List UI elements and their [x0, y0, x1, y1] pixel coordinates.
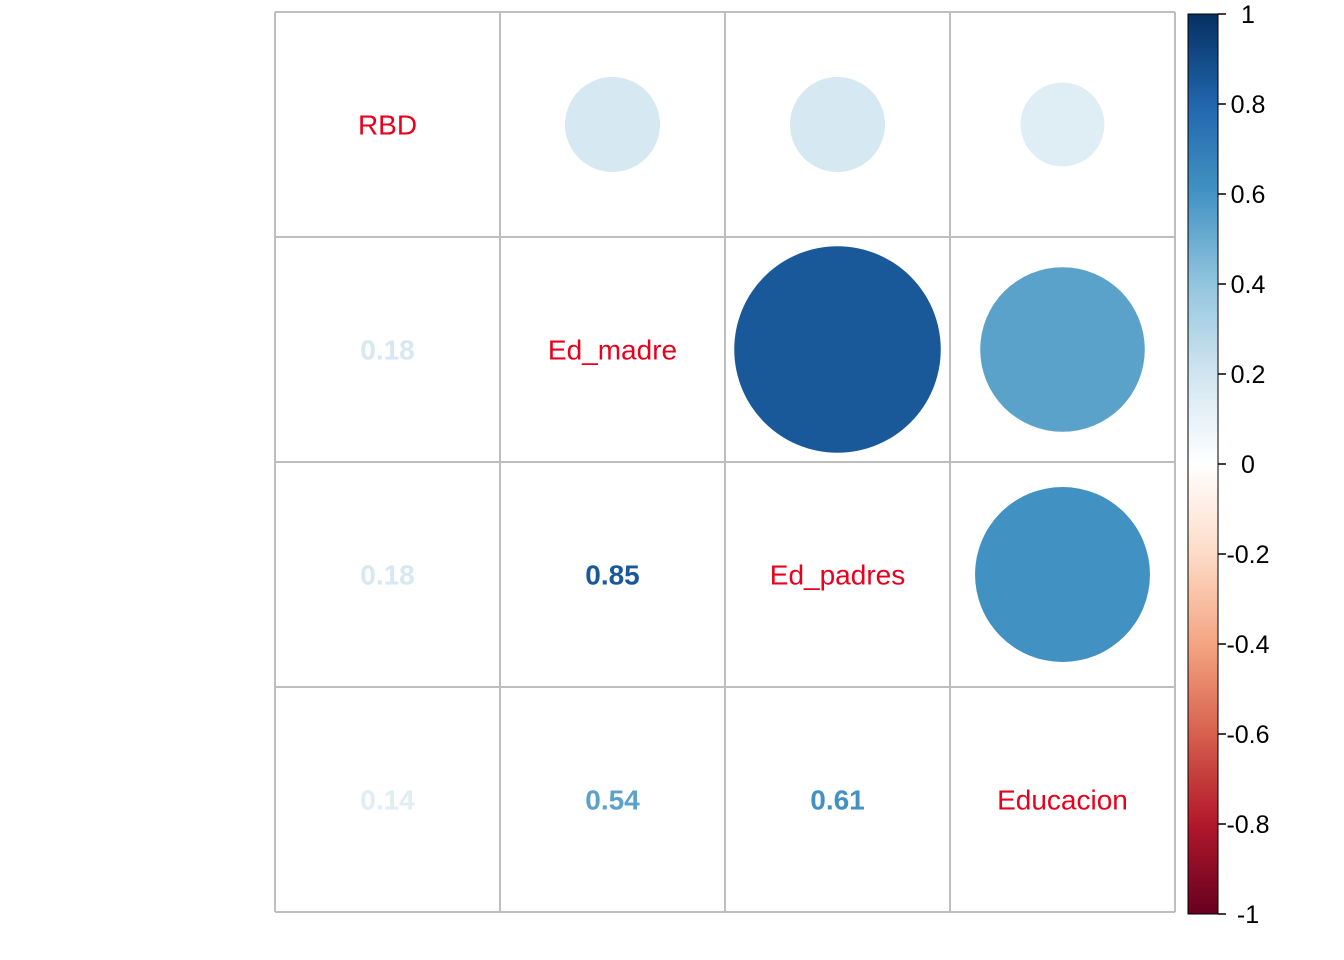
correlation-circle	[789, 76, 886, 173]
correlation-value: 0.18	[360, 560, 415, 591]
matrix-grid	[274, 11, 1176, 913]
correlation-circle	[1020, 82, 1105, 167]
colorbar-tick-label: 1	[1241, 1, 1255, 29]
colorbar-tick-label: -0.2	[1226, 541, 1269, 569]
colorbar-tick-label: -0.4	[1226, 631, 1269, 659]
correlation-circle	[975, 487, 1150, 662]
cell-2-2	[725, 462, 950, 687]
variable-label: Educacion	[997, 785, 1128, 816]
cell-3-2	[725, 687, 950, 912]
colorbar-tick-label: -1	[1237, 901, 1259, 929]
matrix-marks: RBD Ed_madre Ed_padres Educacion 0.18 0.18 0.8…	[358, 76, 1150, 816]
colorbar: 1 0.8 0.6 0.4 0.2 0 -0.2 -0.4 -0.6 -0.8 -1	[1187, 1, 1270, 929]
correlation-value: 0.61	[810, 785, 865, 816]
cell-3-1	[500, 687, 725, 912]
colorbar-tick-label: -0.8	[1226, 811, 1269, 839]
correlation-value: 0.14	[360, 785, 415, 816]
variable-label: Ed_madre	[548, 335, 677, 366]
correlation-value: 0.85	[585, 560, 640, 591]
cell-2-0	[275, 462, 500, 687]
cell-3-3	[950, 687, 1175, 912]
correlation-value: 0.54	[585, 785, 640, 816]
cell-0-0	[275, 12, 500, 237]
cell-3-0	[275, 687, 500, 912]
correlation-circle	[734, 246, 941, 453]
cell-2-1	[500, 462, 725, 687]
correlation-circle	[564, 76, 661, 173]
variable-label: Ed_padres	[770, 560, 905, 591]
colorbar-tick-label: 0.8	[1231, 91, 1266, 119]
colorbar-tick-label: 0.6	[1231, 181, 1266, 209]
correlation-value: 0.18	[360, 335, 415, 366]
variable-label: RBD	[358, 110, 417, 141]
colorbar-tick-label: 0	[1241, 451, 1255, 479]
colorbar-tick-label: 0.2	[1231, 361, 1266, 389]
cell-1-0	[275, 237, 500, 462]
colorbar-tick-label: 0.4	[1231, 271, 1266, 299]
colorbar-gradient	[1187, 13, 1219, 915]
colorbar-tick-label: -0.6	[1226, 721, 1269, 749]
correlation-circle	[980, 267, 1145, 432]
cell-1-1	[500, 237, 725, 462]
